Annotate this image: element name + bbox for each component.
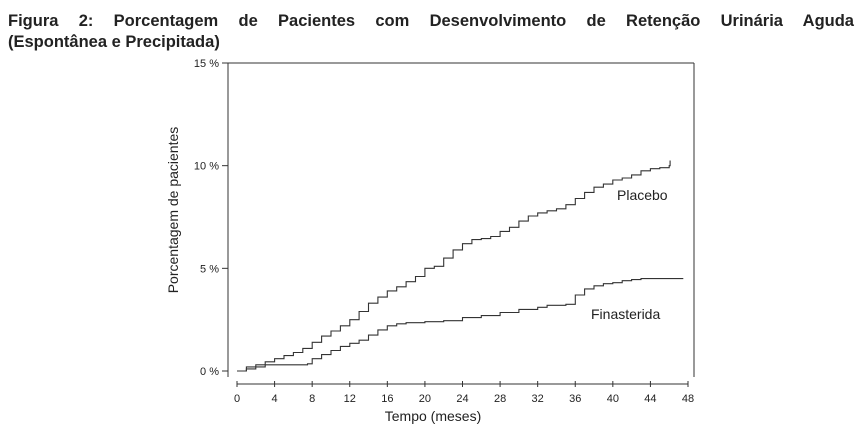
x-tick-label-24: 24	[456, 393, 468, 405]
x-tick-label-4: 4	[272, 393, 278, 405]
caption-line-2: (Espontânea e Precipitada)	[8, 33, 220, 51]
labels: Placebo Finasterida Tempo (meses) Porcentag…	[165, 127, 668, 424]
x-tick-label-8: 8	[309, 393, 315, 405]
x-tick-label-44: 44	[644, 393, 656, 405]
figure-caption: Figura 2: Porcentagem de Pacientes com D…	[8, 11, 854, 53]
y-tick-label-15: 15 %	[194, 58, 219, 70]
x-tick-label-40: 40	[607, 393, 619, 405]
x-tick-label-48: 48	[682, 393, 694, 405]
series-label-placebo: Placebo	[617, 187, 668, 203]
ticks: 0 4 8 12 16 20 24 28 32 36 40 44 480 %5 %10 %15 %	[194, 58, 694, 405]
x-tick-label-32: 32	[532, 393, 544, 405]
y-tick-label-10: 10 %	[194, 161, 219, 173]
x-axis-title: Tempo (meses)	[385, 408, 481, 424]
y-tick-label-5: 5 %	[200, 263, 219, 275]
x-tick-label-28: 28	[494, 393, 506, 405]
series-lines	[237, 160, 684, 372]
series-line-finasterida	[237, 278, 684, 372]
x-tick-label-20: 20	[419, 393, 431, 405]
x-tick-label-16: 16	[381, 393, 393, 405]
axes	[227, 62, 695, 385]
caption-line-1: Figura 2: Porcentagem de Pacientes com D…	[8, 12, 854, 30]
x-tick-label-36: 36	[569, 393, 581, 405]
series-label-finasterida: Finasterida	[591, 306, 660, 322]
x-tick-label-12: 12	[344, 393, 356, 405]
x-tick-label-0: 0	[234, 393, 240, 405]
series-line-placebo	[237, 160, 671, 372]
y-axis-title: Porcentagem de pacientes	[165, 127, 181, 294]
y-tick-label-0: 0 %	[200, 366, 219, 378]
